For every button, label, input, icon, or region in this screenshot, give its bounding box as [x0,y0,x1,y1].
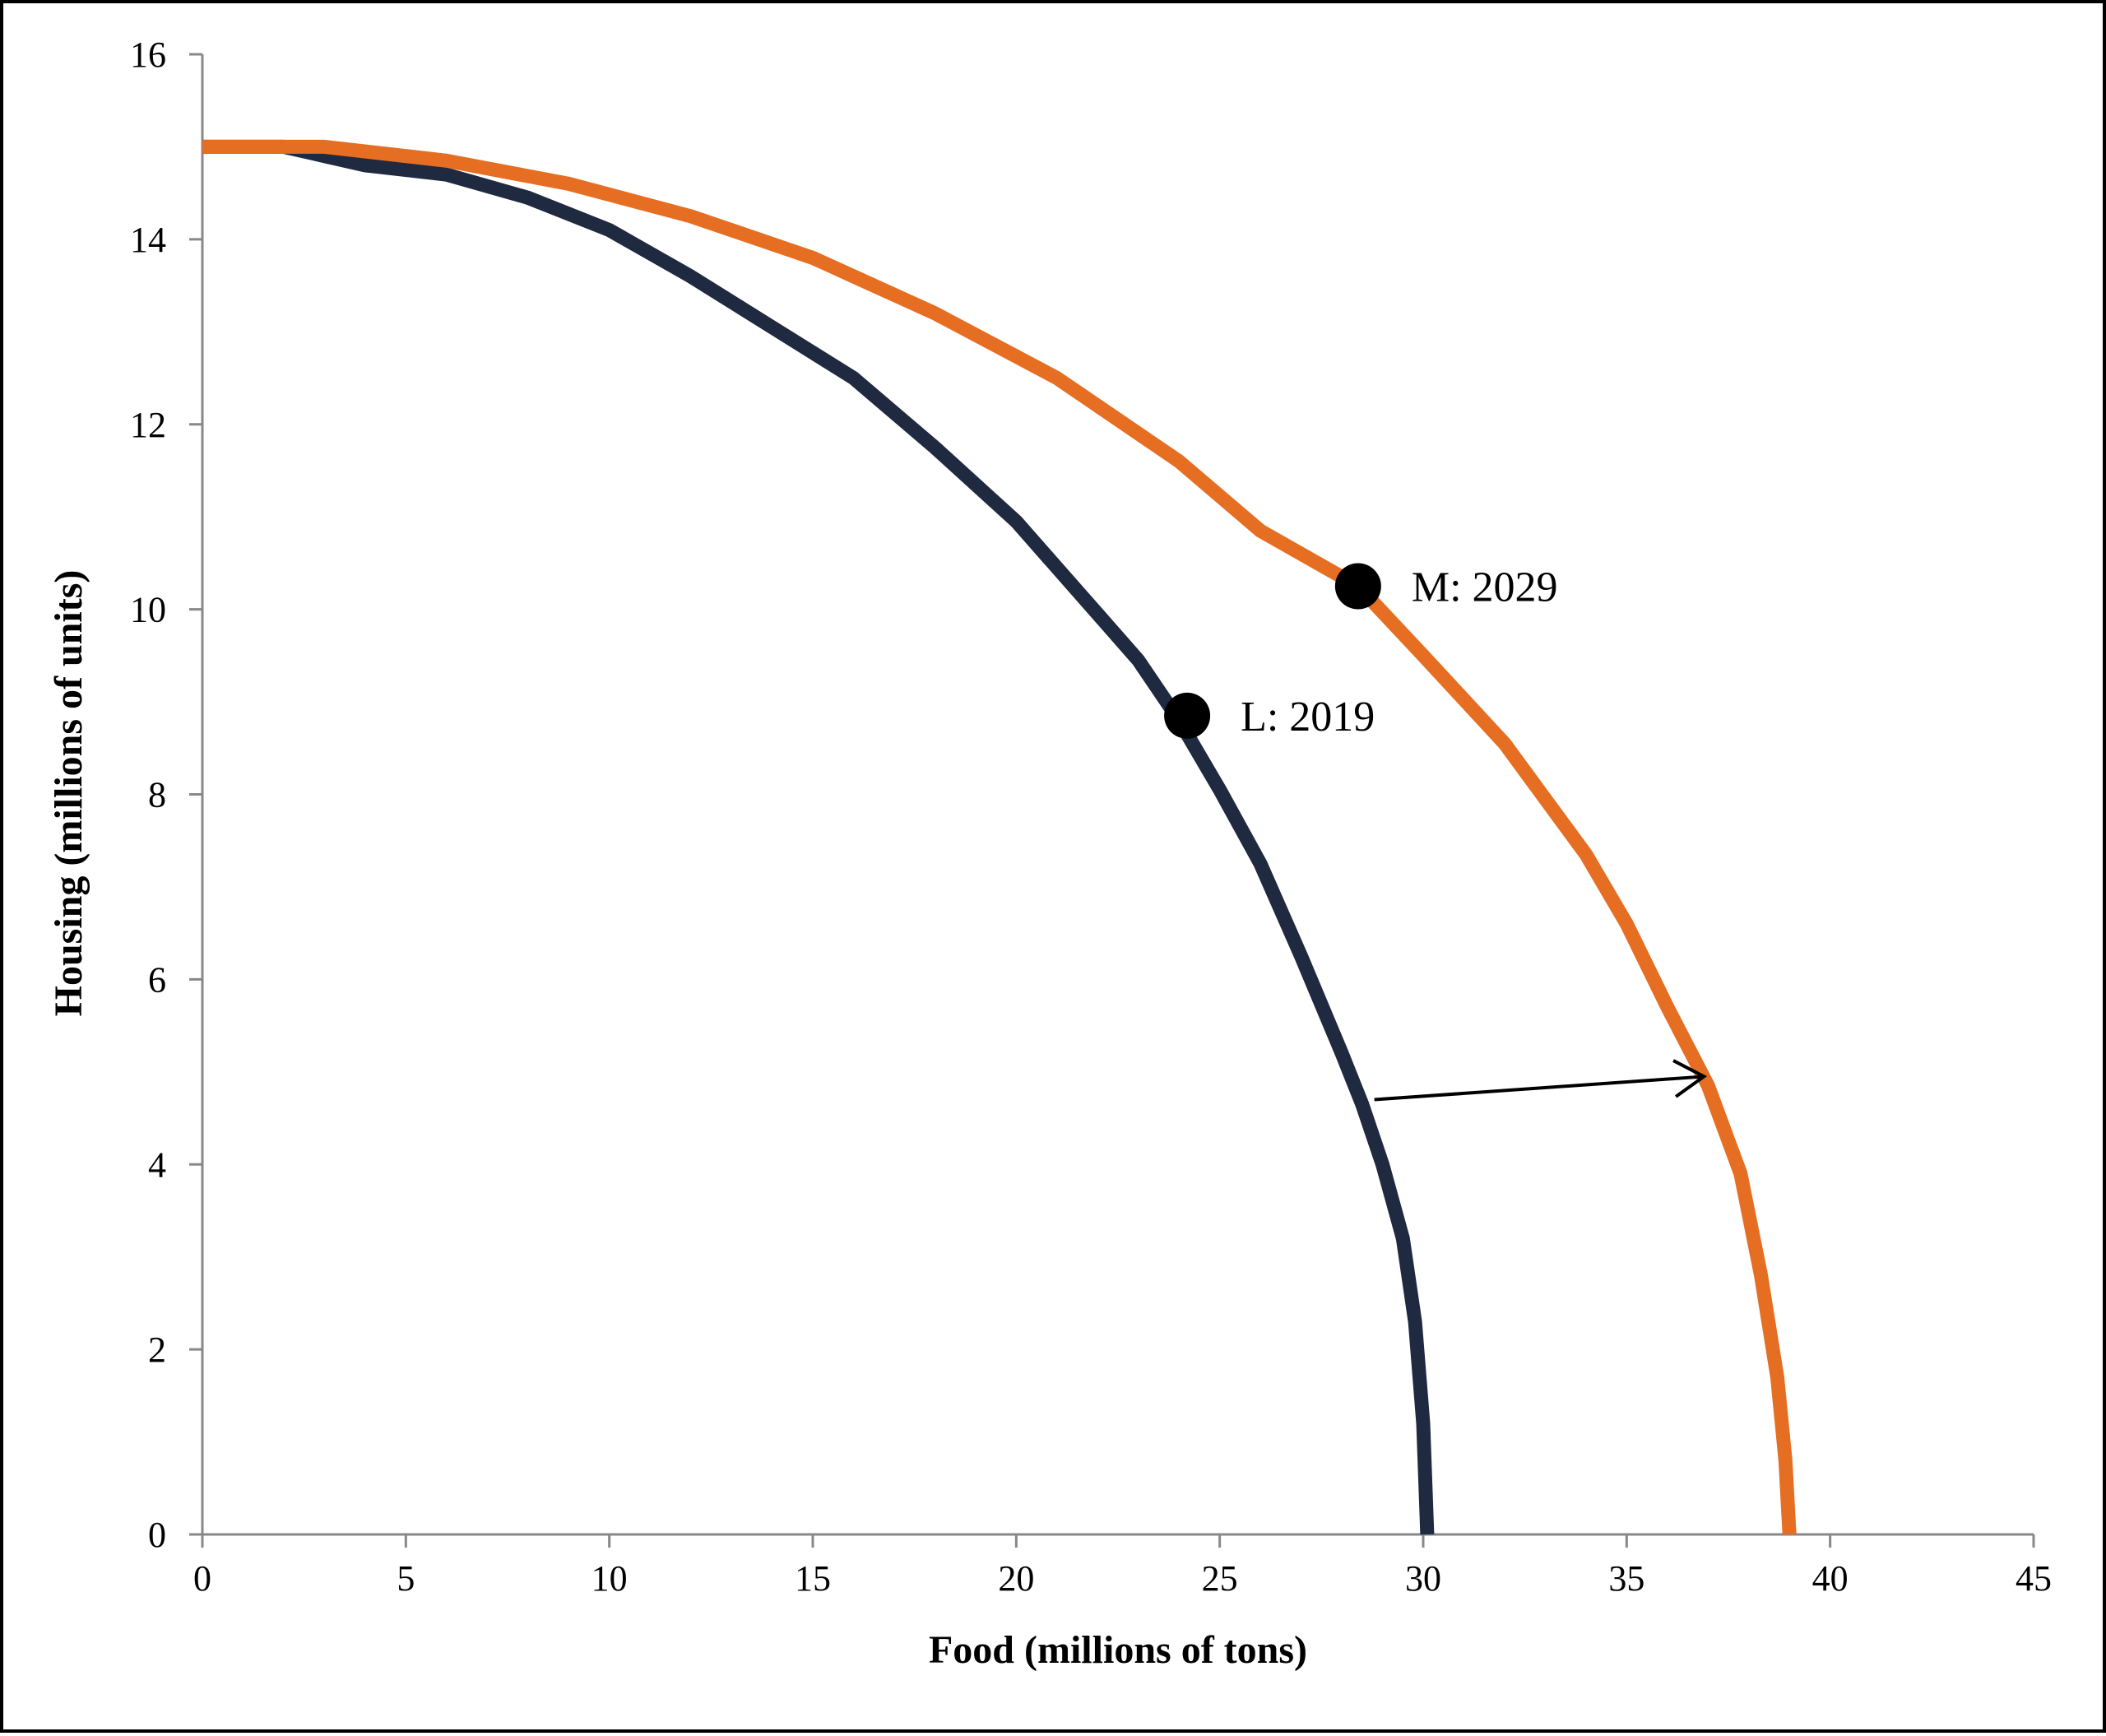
y-tick-label: 6 [148,959,166,1000]
series-line-1 [202,139,1435,1535]
y-tick-label: 0 [148,1515,166,1555]
x-tick-label: 5 [397,1558,415,1599]
ppf-chart: 0 5 10 15 20 25 30 35 40 45 0 2 4 6 8 10 12 14 16 L: 2019 M… [47,35,2052,1672]
x-tick-label: 40 [1812,1558,1849,1599]
y-tick-label: 2 [148,1330,166,1370]
x-tick-label: 35 [1608,1558,1644,1599]
data-point-label: M: 2029 [1412,564,1558,611]
x-tick-label: 25 [1202,1558,1238,1599]
y-tick-label: 12 [130,405,166,445]
y-tick-label: 16 [130,35,166,75]
y-axis-title: Housing (millions of units) [47,570,90,1017]
series-line-2 [202,139,1797,1535]
x-tick-label: 45 [2016,1558,2052,1599]
x-axis-title: Food (millions of tons) [929,1628,1307,1672]
y-tick-label: 4 [148,1144,166,1185]
axes: 0 5 10 15 20 25 30 35 40 45 0 2 4 6 8 10 12 14 16 [130,35,2052,1599]
x-tick-label: 30 [1405,1558,1441,1599]
data-point-label: L: 2019 [1241,694,1375,740]
y-tick-label: 10 [130,590,166,630]
x-tick-label: 20 [998,1558,1034,1599]
x-tick-label: 0 [193,1558,211,1599]
series-lines [202,139,1797,1535]
x-tick-label: 10 [591,1558,628,1599]
y-tick-label: 14 [130,220,166,260]
annotations: L: 2019 M: 2029 [1164,563,1708,1102]
y-tick-label: 8 [148,775,166,815]
shift-arrow-line [1374,1075,1705,1102]
data-point-marker [1334,563,1381,610]
x-tick-label: 15 [795,1558,831,1599]
data-point-marker [1164,692,1211,739]
shift-arrow-head [1672,1059,1708,1098]
